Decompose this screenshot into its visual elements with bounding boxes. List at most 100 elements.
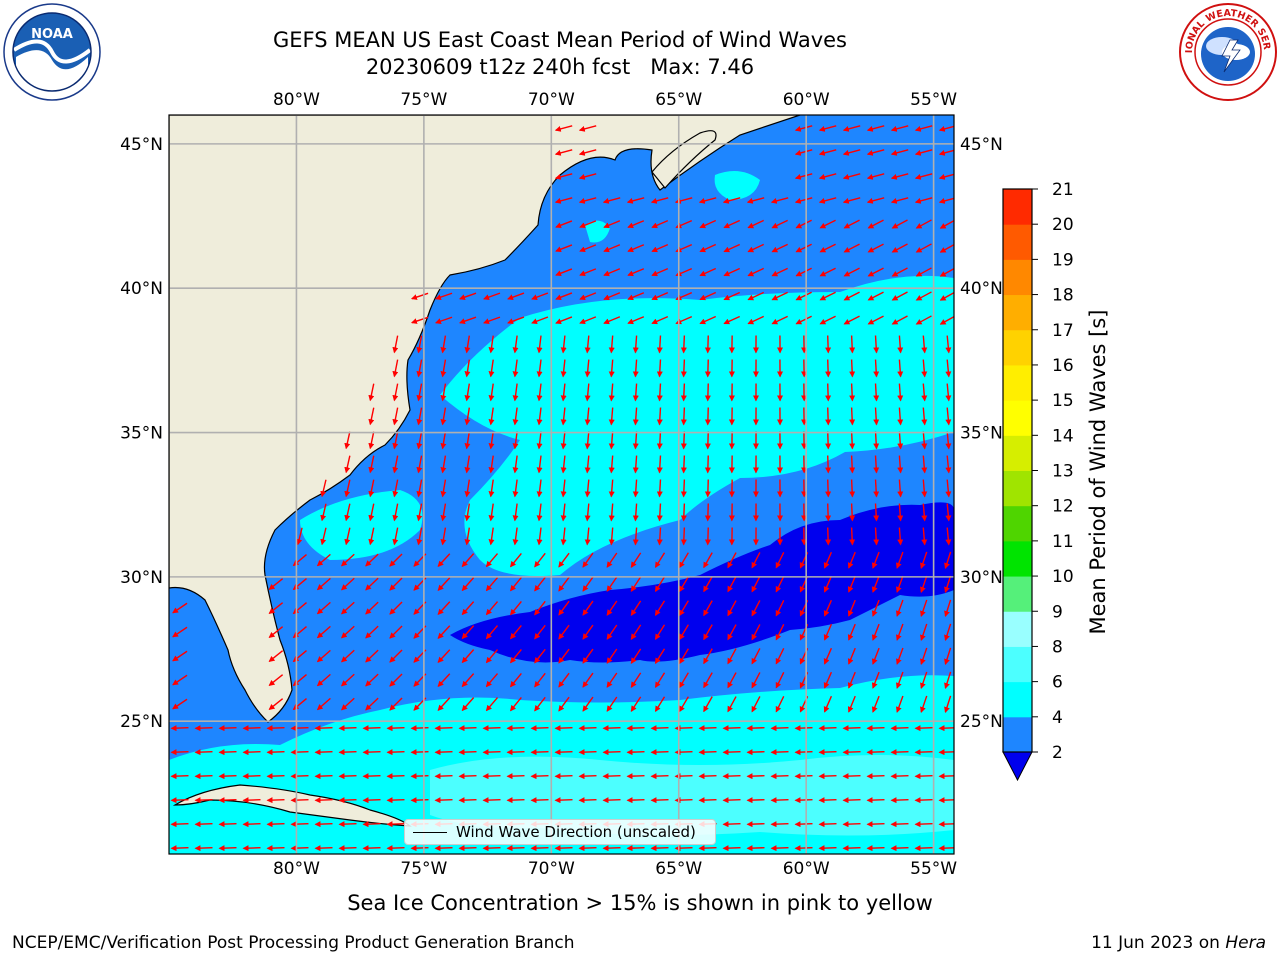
wave-arrow [602,725,621,732]
svg-text:NOAA: NOAA [31,27,73,42]
colorbar-tick-label: 19 [1052,250,1074,270]
wave-arrow [895,575,904,593]
wave-arrow [536,431,543,450]
wave-arrow [873,359,880,378]
wave-arrow [722,845,741,852]
wave-arrow [656,383,663,402]
wave-arrow [536,527,543,546]
wave-arrow [751,552,761,569]
wave-arrow [873,431,880,450]
wave-arrow [825,359,832,378]
wave-arrow [340,673,355,687]
colorbar-tick-label: 21 [1052,180,1074,200]
wave-arrow [170,821,189,828]
wave-arrow [825,527,832,546]
wave-arrow [842,821,861,828]
wave-arrow [344,455,351,474]
wave-arrow [461,673,475,688]
wave-arrow [873,407,880,426]
wave-arrow [843,315,860,325]
lon-label-top: 75°W [400,90,447,110]
wave-arrow [512,359,519,378]
land-north-america [169,115,801,723]
wave-arrow [560,455,567,474]
wave-arrow [795,219,812,229]
wave-arrow [626,197,645,204]
wave-arrow [440,503,447,522]
wave-arrow [699,291,717,301]
wave-arrow [365,553,379,567]
wave-arrow [871,647,880,665]
wave-arrow [703,600,713,617]
wave-arrow [536,383,543,402]
wave-arrow [509,576,522,592]
wave-arrow [602,845,621,852]
wave-arrow [704,503,711,522]
wave-arrow [698,749,717,756]
wind-wave-direction-arrows [170,125,954,852]
wave-arrow [823,551,833,569]
wave-arrow [866,773,885,780]
colorbar-tick-label: 9 [1052,602,1063,622]
wave-arrow [534,648,546,664]
wave-arrow [944,575,952,594]
lat-label-left: 25°N [120,712,163,732]
wave-arrow [437,601,451,615]
wave-arrow [866,173,885,180]
wave-arrow [630,600,642,616]
colorbar-segment [1003,505,1032,542]
wave-arrow [506,773,525,780]
wave-arrow [823,623,833,641]
wave-arrow [871,623,880,641]
colorbar-tick-label: 12 [1052,497,1074,517]
colorbar-tick-label: 2 [1052,743,1063,763]
wave-arrow [485,697,499,712]
wave-arrow [172,626,188,638]
wave-arrow [434,749,453,756]
wave-arrow [458,845,477,852]
wave-arrow [218,797,237,804]
wave-arrow [704,479,711,498]
colorbar-segment [1003,435,1032,471]
lon-label-top: 70°W [528,90,575,110]
wave-arrow [578,149,597,156]
wave-arrow [897,383,904,402]
wave-arrow [554,125,573,132]
wave-arrow [606,672,618,688]
colorbar-segment [1003,716,1032,753]
wave-arrow [680,383,687,402]
wave-arrow [410,773,429,780]
wave-arrow [410,292,429,300]
wave-arrow [558,648,570,664]
wave-arrow [606,600,618,616]
wave-arrow [560,527,567,546]
wave-arrow [921,359,928,378]
wave-arrow [440,455,447,474]
wave-arrow [579,244,597,253]
wave-arrow [703,624,713,641]
wave-arrow [578,749,597,756]
wave-arrow [509,600,522,616]
wave-arrow [170,773,189,780]
wave-arrow [794,797,813,804]
wave-arrow [944,671,952,690]
wave-arrow [386,749,405,756]
wave-arrow [654,648,666,665]
wave-arrow [704,359,711,378]
wave-arrow [340,625,355,639]
wave-arrow [194,773,213,780]
wave-arrow [344,527,351,546]
wave-arrow [842,173,861,180]
wave-arrow [626,845,645,852]
wave-arrow [386,773,405,780]
wave-arrow [362,749,381,756]
wave-arrow [554,845,573,852]
wave-arrow [873,383,880,402]
wave-arrow [703,672,713,689]
wave-arrow [558,624,570,640]
wave-arrow [920,623,928,641]
wave-arrow [485,673,499,688]
wave-arrow [440,527,447,546]
sea-ice-note: Sea Ice Concentration > 15% is shown in … [347,891,933,915]
wave-arrow [920,575,928,593]
